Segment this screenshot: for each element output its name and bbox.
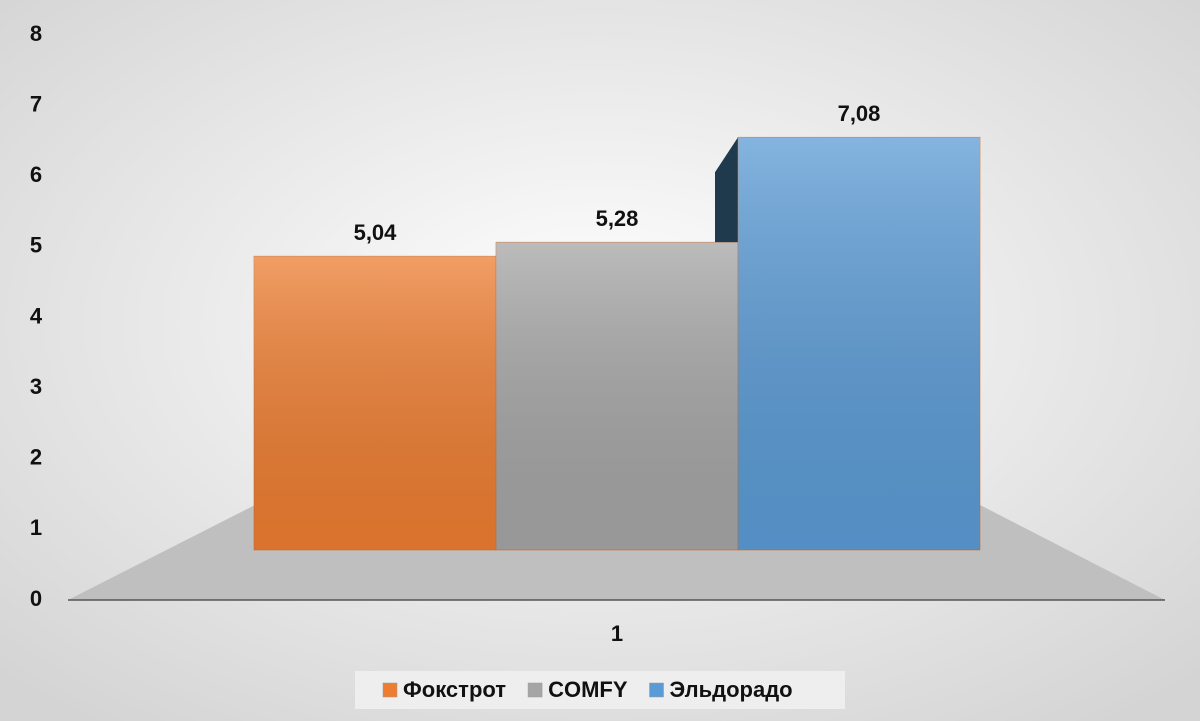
legend-swatch bbox=[382, 682, 398, 698]
legend-label: Фокстрот bbox=[403, 677, 506, 702]
value-label: 7,08 bbox=[838, 101, 881, 126]
x-tick-label: 1 bbox=[611, 621, 623, 646]
legend: Фокстрот COMFY Эльдорадо bbox=[355, 671, 845, 709]
legend-swatch bbox=[527, 682, 543, 698]
y-tick-label: 8 bbox=[30, 21, 42, 46]
value-label: 5,28 bbox=[596, 206, 639, 231]
value-label: 5,04 bbox=[354, 220, 398, 245]
legend-label: Эльдорадо bbox=[670, 677, 793, 702]
bar-shade bbox=[496, 242, 738, 550]
y-tick-label: 3 bbox=[30, 374, 42, 399]
y-tick-label: 7 bbox=[30, 91, 42, 116]
legend-label: COMFY bbox=[548, 677, 628, 702]
y-tick-label: 1 bbox=[30, 515, 42, 540]
y-tick-label: 6 bbox=[30, 162, 42, 187]
legend-swatch bbox=[649, 682, 664, 698]
y-tick-label: 0 bbox=[30, 586, 42, 611]
bar-shade bbox=[254, 256, 496, 550]
legend-box bbox=[355, 671, 845, 709]
y-tick-label: 5 bbox=[30, 233, 42, 258]
y-tick-label: 2 bbox=[30, 445, 42, 470]
y-tick-label: 4 bbox=[30, 303, 43, 328]
bar-shade bbox=[738, 137, 980, 550]
bar-side bbox=[715, 137, 738, 243]
